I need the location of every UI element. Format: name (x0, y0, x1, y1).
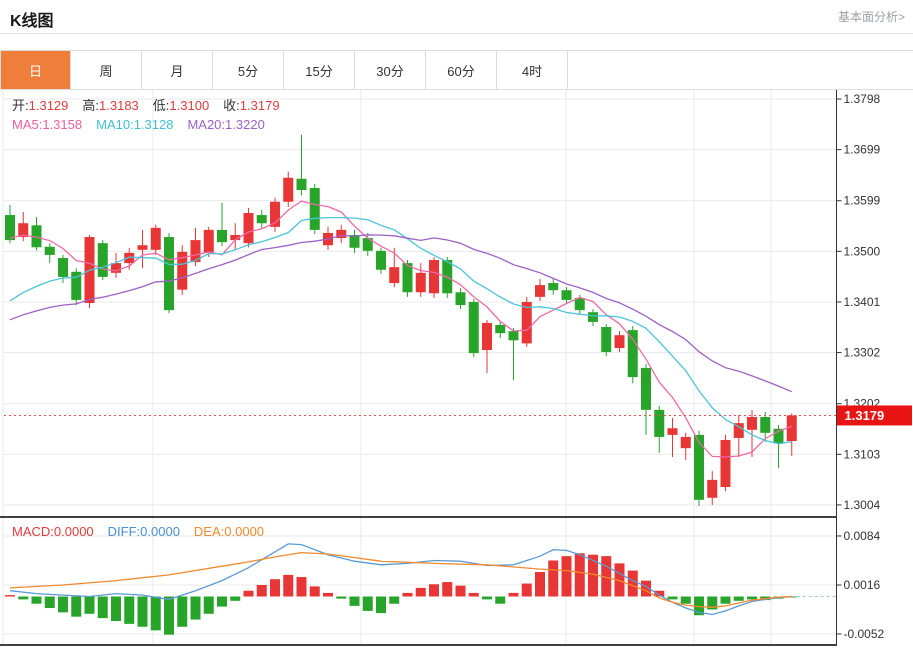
ohlc-item-2: 低:1.3100 (152, 98, 210, 113)
macd-legend-row: MACD:0.0000 DIFF:0.0000 DEA:0.0000 (12, 524, 278, 539)
axis-tick-label: 0.0084 (844, 529, 881, 543)
axis-tick-label: 0.0016 (844, 578, 881, 592)
last-price-tag (837, 405, 912, 426)
kline-chart-canvas[interactable]: 1.37981.36991.35991.35001.34011.33021.32… (0, 90, 913, 650)
ohlc-item-1: 高:1.3183 (82, 98, 139, 113)
tab-timeframe-2[interactable]: 月 (142, 51, 213, 89)
page-header: K线图 基本面分析> (0, 0, 913, 34)
timeframe-tabbar: 日周月 5分 15分 30分 60分 4时 (0, 50, 913, 90)
fundamental-analysis-link[interactable]: 基本面分析> (837, 10, 905, 24)
axis-tick-label: 1.3599 (844, 194, 881, 208)
ohlc-item-0: 开:1.3129 (12, 98, 69, 113)
ma-item-0: MA5:1.3158 (12, 117, 83, 132)
tab-timeframe-5[interactable]: 30分 (355, 51, 426, 89)
ohlc-legend-row: 开:1.3129 高:1.3183 低:1.3100 收:1.3179 (12, 95, 294, 114)
kline-chart-area: 1.3798 1.3699 1.3599 1.3500 1.3401 1.3302 1.32… (0, 90, 913, 650)
axis-tick-label: 1.3401 (844, 295, 881, 309)
macd-item-2: DEA:0.0000 (193, 524, 265, 539)
axis-tick-label: 1.3699 (844, 143, 881, 157)
axis-tick-label: 1.3302 (844, 346, 881, 360)
ohlc-item-3: 收:1.3179 (223, 98, 280, 113)
last-price-tag-text: 1.3179 (845, 408, 885, 423)
ma-item-1: MA10:1.3128 (96, 117, 174, 132)
macd-item-1: DIFF:0.0000 (107, 524, 180, 539)
page-title: K线图 (10, 13, 54, 30)
macd-item-0: MACD:0.0000 (12, 524, 94, 539)
axis-tick-label: 1.3500 (844, 244, 881, 258)
tab-timeframe-6[interactable]: 60分 (426, 51, 497, 89)
tab-timeframe-1[interactable]: 周 (71, 51, 142, 89)
axis-tick-label: 1.3004 (844, 498, 881, 512)
tab-timeframe-0[interactable]: 日 (0, 51, 71, 89)
ma-item-2: MA20:1.3220 (187, 117, 265, 132)
axis-tick-label: -0.0052 (844, 627, 885, 641)
axis-tick-label: 1.3103 (844, 447, 881, 461)
tab-timeframe-7[interactable]: 4时 (497, 51, 568, 89)
axis-tick-label: 1.3798 (844, 92, 881, 106)
ma-legend-row: MA5:1.3158 MA10:1.3128 MA20:1.3220 (12, 117, 279, 132)
tab-timeframe-4[interactable]: 15分 (284, 51, 355, 89)
tab-timeframe-3[interactable]: 5分 (213, 51, 284, 89)
